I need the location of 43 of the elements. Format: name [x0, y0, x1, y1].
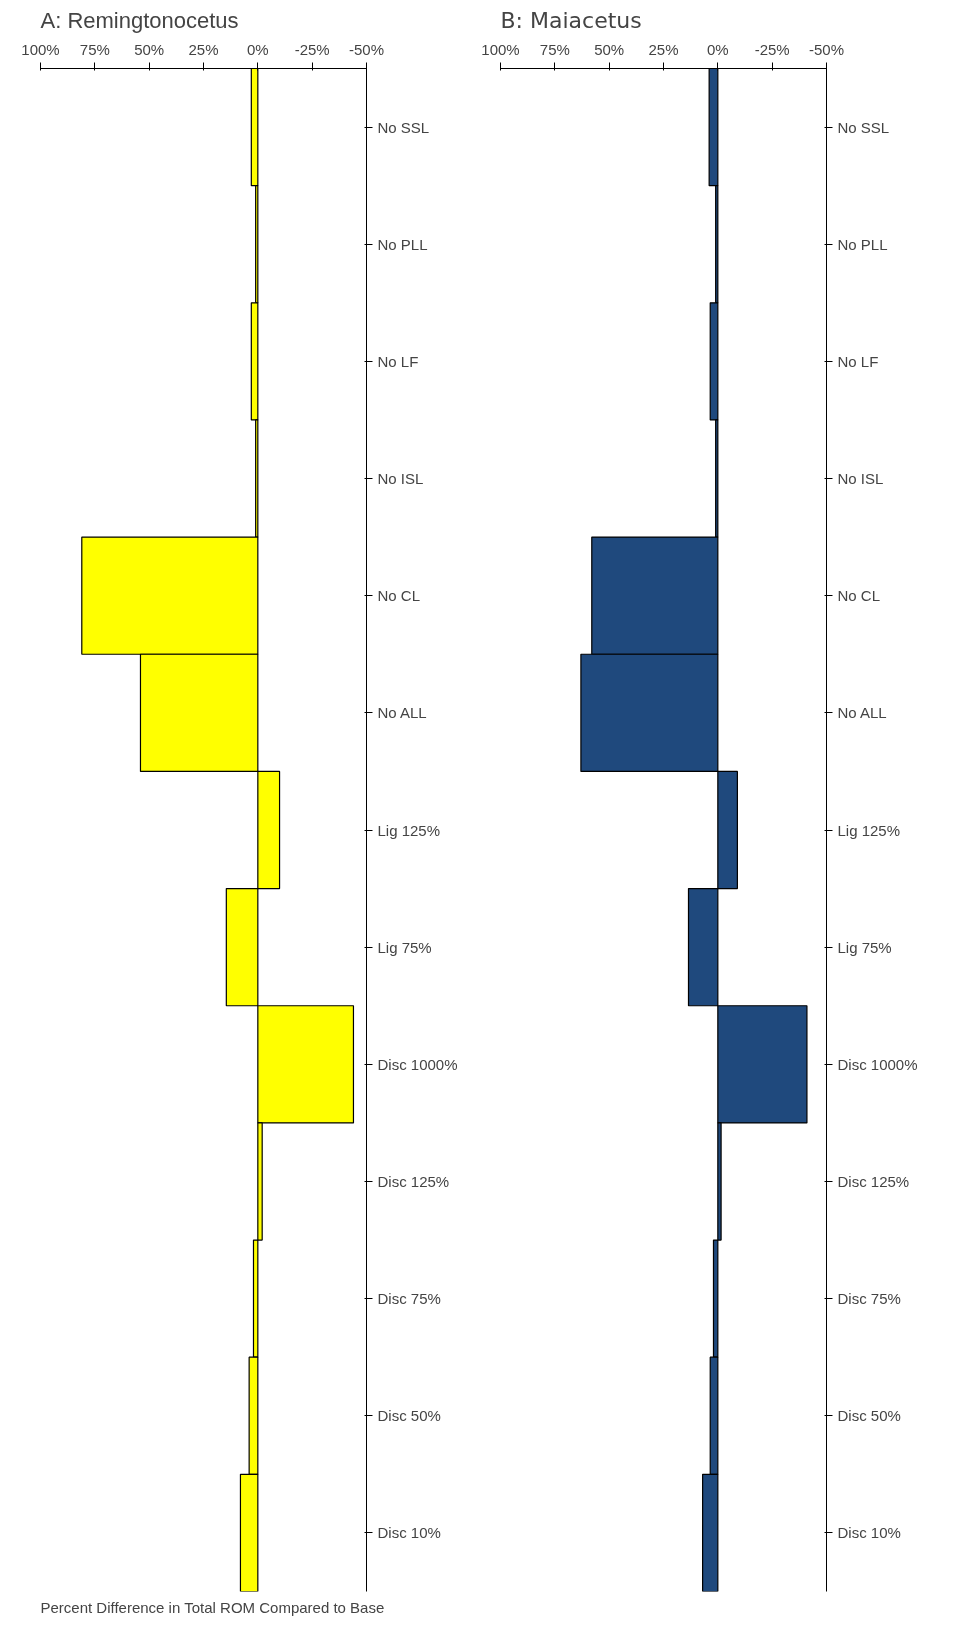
x-tick-label: 100% — [481, 40, 520, 58]
x-tick-label: -25% — [294, 40, 330, 58]
y-tick-label: Disc 10% — [377, 1524, 441, 1542]
y-tick-label: Disc 75% — [377, 1290, 441, 1308]
y-tick-label: Disc 10% — [837, 1524, 901, 1542]
y-tick-label: No SSL — [837, 118, 890, 136]
x-tick-label: 75% — [539, 40, 570, 58]
x-tick-label: 25% — [188, 40, 219, 58]
y-tick-label: No CL — [377, 587, 421, 605]
x-tick-label: -25% — [754, 40, 790, 58]
x-tick-label: 75% — [79, 40, 110, 58]
y-tick-label: No LF — [377, 352, 419, 370]
x-tick-label: 50% — [134, 40, 165, 58]
x-tick-label: 0% — [246, 40, 269, 58]
y-tick-label: Disc 125% — [377, 1172, 450, 1190]
y-tick-label: No PLL — [837, 235, 888, 253]
y-tick-label: Lig 125% — [837, 821, 901, 839]
y-tick-label: No ISL — [377, 470, 424, 488]
y-tick-label: Lig 75% — [377, 938, 432, 956]
x-tick-label: 0% — [706, 40, 729, 58]
y-tick-label: No PLL — [377, 235, 428, 253]
y-tick-label: Disc 75% — [837, 1290, 901, 1308]
x-tick-label: 50% — [594, 40, 625, 58]
x-tick-label: 100% — [21, 40, 60, 58]
y-tick-label: Disc 1000% — [837, 1055, 918, 1073]
chart-title: B: Maiacetus — [500, 7, 642, 33]
y-tick-label: Disc 1000% — [377, 1055, 458, 1073]
y-tick-label: No SSL — [377, 118, 430, 136]
y-tick-label: No LF — [837, 352, 879, 370]
y-tick-label: Disc 50% — [837, 1407, 901, 1425]
y-tick-label: No ALL — [837, 704, 887, 722]
y-tick-label: No ISL — [837, 470, 884, 488]
chart-title: A: Remingtonocetus — [40, 7, 239, 33]
y-tick-label: No CL — [837, 587, 881, 605]
x-tick-label: -50% — [808, 40, 845, 58]
y-tick-label: Disc 50% — [377, 1407, 441, 1425]
y-tick-label: Disc 125% — [837, 1172, 910, 1190]
x-axis-title: Percent Difference in Total ROM Compared to Base — [40, 1598, 385, 1616]
x-tick-label: 25% — [648, 40, 679, 58]
x-tick-label: -50% — [348, 40, 385, 58]
y-tick-label: Lig 75% — [837, 938, 892, 956]
y-tick-label: Lig 125% — [377, 821, 441, 839]
y-tick-label: No ALL — [377, 704, 427, 722]
